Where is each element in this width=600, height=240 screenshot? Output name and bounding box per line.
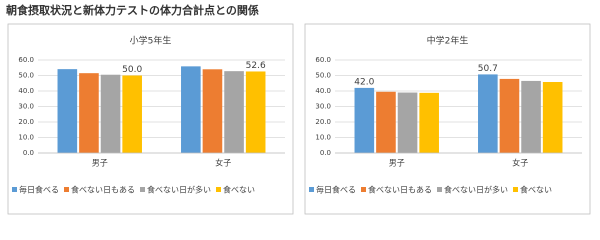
data-label: 52.6 [246, 61, 266, 71]
y-tick-label: 40.0 [18, 87, 34, 95]
x-tick-label: 女子 [512, 158, 528, 168]
bar [245, 71, 266, 153]
y-tick-label: 10.0 [315, 134, 331, 142]
chart-panel [304, 23, 591, 215]
bar [57, 69, 78, 153]
x-tick-label: 女子 [215, 158, 231, 168]
y-tick-label: 60.0 [18, 56, 34, 64]
y-tick-label: 50.0 [315, 72, 331, 80]
legend-label: 毎日食べる [316, 185, 356, 195]
legend-label: 食べない [520, 185, 552, 195]
legend-label: 食べない [223, 185, 255, 195]
page-title: 朝食摂取状況と新体力テストの体力合計点との関係 [6, 3, 259, 17]
legend-label: 食べない日が多い [444, 185, 508, 195]
bar [376, 91, 396, 153]
bar [419, 92, 439, 153]
bar [122, 75, 142, 153]
bar [202, 69, 223, 153]
legend-swatch [513, 187, 518, 192]
bar [478, 74, 498, 153]
data-label: 50.7 [478, 64, 498, 74]
legend-label: 食べない日が多い [147, 185, 211, 195]
data-label: 42.0 [354, 77, 374, 87]
bar [100, 74, 121, 153]
y-tick-label: 20.0 [315, 118, 331, 126]
x-tick-label: 男子 [92, 159, 108, 168]
bar [521, 80, 541, 153]
legend-swatch [12, 187, 17, 192]
data-label: 50.0 [122, 65, 142, 75]
x-tick-label: 男子 [389, 159, 405, 168]
y-tick-label: 0.0 [320, 149, 331, 157]
bar [181, 66, 201, 153]
y-tick-label: 0.0 [23, 149, 34, 157]
y-tick-label: 10.0 [18, 134, 34, 142]
legend-swatch [437, 187, 442, 192]
chart-title: 小学5年生 [130, 35, 172, 47]
bar [224, 71, 244, 153]
y-tick-label: 60.0 [315, 56, 331, 64]
y-tick-label: 30.0 [315, 103, 331, 111]
bar [79, 73, 99, 153]
bar [354, 87, 375, 153]
y-tick-label: 40.0 [315, 87, 331, 95]
page: 朝食摂取状況と新体力テストの体力合計点との関係 小学5年生 0.0 10.0 20.0… [6, 3, 591, 215]
y-tick-label: 50.0 [18, 72, 34, 80]
legend-swatch [361, 187, 366, 192]
legend-label: 食べない日もある [71, 185, 135, 195]
y-tick-label: 20.0 [18, 118, 34, 126]
legend-label: 毎日食べる [19, 185, 59, 195]
legend-swatch [140, 187, 145, 192]
legend-label: 食べない日もある [368, 185, 432, 195]
legend-swatch [64, 187, 69, 192]
y-tick-label: 30.0 [18, 103, 34, 111]
legend-swatch [309, 187, 314, 192]
bar [499, 78, 520, 153]
chart-title: 中学2年生 [427, 35, 469, 47]
bar [542, 82, 563, 153]
bar [397, 92, 418, 153]
legend-swatch [216, 187, 221, 192]
chart-panel [7, 23, 294, 215]
